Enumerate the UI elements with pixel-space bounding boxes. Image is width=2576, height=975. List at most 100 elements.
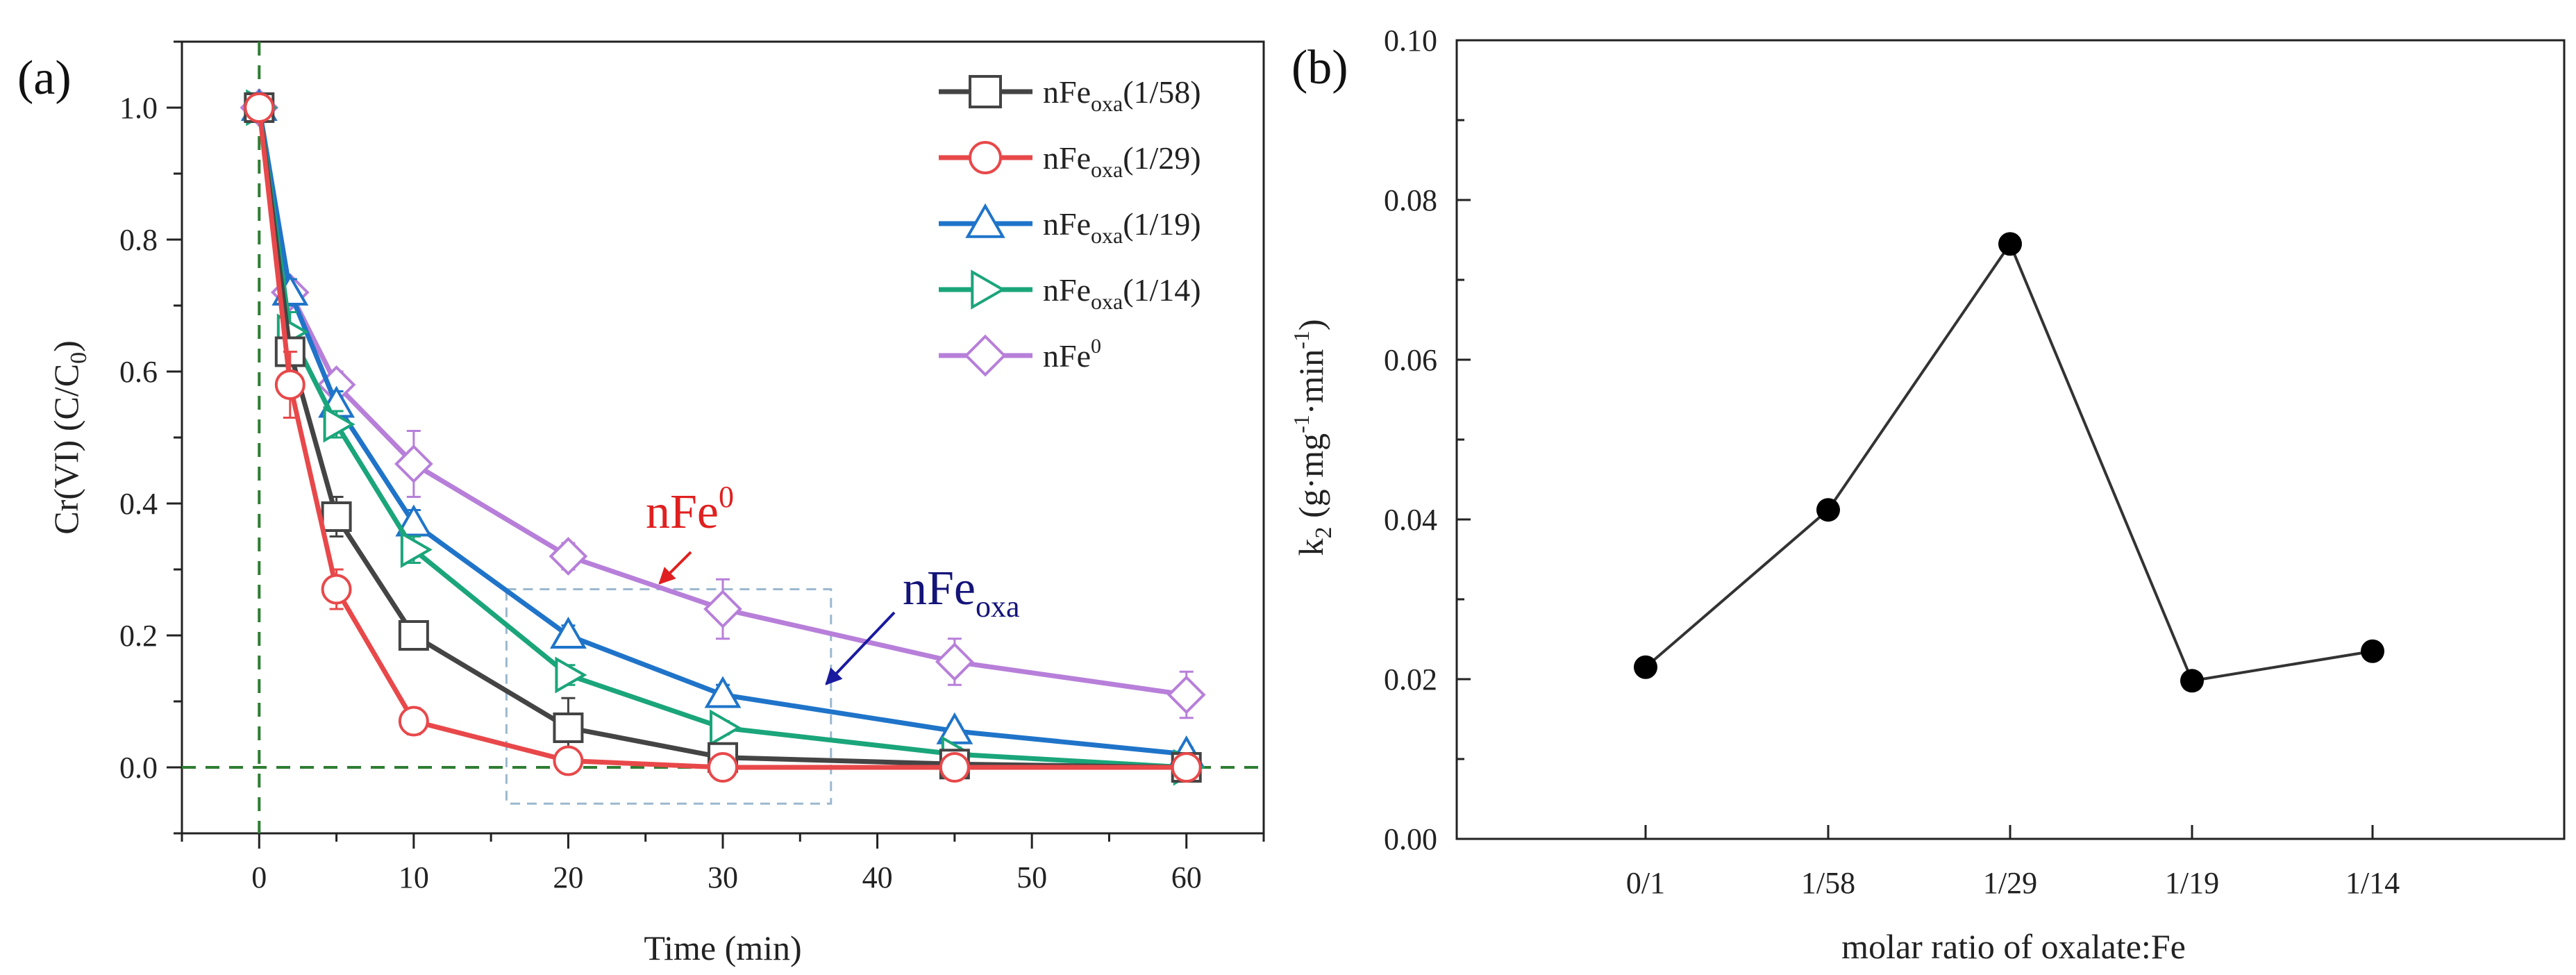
nfe0-annotation: nFe0 <box>646 480 734 539</box>
legend-tail: (1/19) <box>1123 206 1201 242</box>
y-tick-label: 0.04 <box>1384 503 1437 537</box>
data-point-nFeoxa_1_29 <box>398 706 429 737</box>
data-point-nFeoxa_1_19 <box>704 676 742 708</box>
data-point-nFe0 <box>394 444 433 483</box>
x-tick-label: 1/14 <box>2345 866 2400 900</box>
data-point-nFe0 <box>549 537 588 576</box>
x-tick-label: 20 <box>553 860 583 894</box>
legend-entry: nFeoxa(1/19) <box>1043 206 1201 248</box>
panel-b-y-axis-label: k2 (g·mg-1·min-1) <box>1289 319 1337 556</box>
x-tick-label: 0/1 <box>1626 866 1665 900</box>
y-tick-label: 0.4 <box>119 487 158 521</box>
panel-a-legend: nFeoxa(1/58)nFeoxa(1/29)nFeoxa(1/19)nFeo… <box>939 74 1201 377</box>
x-tick-label: 30 <box>708 860 738 894</box>
legend-marker <box>969 141 1002 174</box>
legend-tail: (1/14) <box>1123 272 1201 308</box>
y-tick-label: 0.8 <box>119 223 158 257</box>
data-point-nFeoxa_1_14 <box>710 709 742 747</box>
x-tick-label: 1/19 <box>2165 866 2219 900</box>
data-point-nFe0 <box>935 642 974 681</box>
legend-marker <box>965 203 1005 238</box>
data-point-nFeoxa_1_14 <box>400 531 433 568</box>
data-point-nFeoxa_1_14 <box>323 406 356 443</box>
x-tick-label: 0 <box>251 860 267 894</box>
series-line-nFeoxa_1_19 <box>256 107 1187 757</box>
data-point-nFe0 <box>1166 675 1206 715</box>
panel-b-x-axis-label: molar ratio of oxalate:Fe <box>1841 927 2186 966</box>
panel-b-axes: 0.00 0.02 0.04 0.06 0.08 0.10 0/1 1/58 1/29 1/19 1… <box>1384 24 2400 900</box>
legend-entry: nFe0 <box>1043 335 1101 374</box>
data-point-nFeoxa_1_29 <box>939 752 970 783</box>
legend-entry: nFeoxa(1/29) <box>1043 140 1201 182</box>
legend-sup: 0 <box>1091 335 1101 358</box>
legend-marker <box>969 75 1002 108</box>
legend-marker <box>964 334 1007 377</box>
series-nFeoxa_1_19 <box>240 88 1205 767</box>
y-tick-label: 0.0 <box>119 751 158 785</box>
y-tick-label: 0.00 <box>1384 822 1437 856</box>
k2-point <box>1816 498 1840 522</box>
panel-b-label: (b) <box>1291 41 1348 94</box>
data-point-nFeoxa_1_58 <box>553 712 584 743</box>
legend-tail: (1/29) <box>1123 140 1201 176</box>
data-point-nFeoxa_1_29 <box>274 369 306 400</box>
legend-sub: oxa <box>1091 223 1123 248</box>
legend-base: nFe <box>1043 338 1091 374</box>
panel-b-series <box>1634 232 2384 693</box>
y-tick-label: 0.10 <box>1384 24 1437 58</box>
y-tick-label: 0.6 <box>119 355 158 389</box>
k2-line <box>1644 241 2373 683</box>
legend-base: nFe <box>1043 74 1091 110</box>
k2-point <box>1998 232 2022 256</box>
x-tick-label: 1/29 <box>1983 866 2037 900</box>
panel-b-chart: (b) 0.00 0.02 0.04 0.06 0.08 0.10 0/1 1/58 1/29 1… <box>1289 24 2566 966</box>
legend-sub: oxa <box>1091 157 1123 182</box>
legend-tail: (1/58) <box>1123 74 1201 110</box>
y-tick-label: 0.06 <box>1384 343 1437 377</box>
y-tick-label: 0.08 <box>1384 183 1437 217</box>
highlight-box <box>505 588 833 805</box>
data-point-nFeoxa_1_19 <box>549 616 587 649</box>
legend-base: nFe <box>1043 272 1091 308</box>
legend-entry: nFeoxa(1/14) <box>1043 272 1201 314</box>
data-point-nFeoxa_1_29 <box>321 574 352 605</box>
data-point-nFeoxa_1_58 <box>321 501 352 532</box>
legend-marker <box>971 269 1006 310</box>
x-tick-label: 50 <box>1017 860 1047 894</box>
series-nFe0 <box>240 88 1206 719</box>
data-point-nFeoxa_1_58 <box>398 620 429 651</box>
x-tick-label: 60 <box>1171 860 1202 894</box>
panel-a-x-axis-label: Time (min) <box>644 928 801 967</box>
legend-sub: oxa <box>1091 289 1123 314</box>
data-point-nFeoxa_1_29 <box>553 745 584 776</box>
data-point-nFeoxa_1_19 <box>395 504 433 537</box>
nfeoxa-annotation: nFeoxa <box>903 562 1020 624</box>
x-tick-label: 1/58 <box>1801 866 1855 900</box>
data-point-nFeoxa_1_29 <box>708 752 738 783</box>
k2-point <box>2361 639 2384 663</box>
panel-a-axes: 0 10 20 30 40 50 60 0.0 0.2 0.4 0.6 0.8 1.0 <box>119 40 1265 894</box>
data-point-nFeoxa_1_14 <box>555 656 587 694</box>
series-nFeoxa_1_29 <box>244 92 1202 783</box>
k2-point <box>2180 669 2204 693</box>
panel-a-series <box>240 88 1206 786</box>
legend-base: nFe <box>1043 140 1091 176</box>
data-point-nFe0 <box>703 590 742 628</box>
y-tick-label: 0.2 <box>119 619 158 653</box>
y-tick-label: 0.02 <box>1384 662 1437 697</box>
legend-base: nFe <box>1043 206 1091 242</box>
panel-b-frame <box>1455 39 2566 840</box>
k2-point <box>1634 655 1657 679</box>
series-line-nFeoxa_1_29 <box>256 107 1187 770</box>
legend-sub: oxa <box>1091 91 1123 116</box>
y-tick-label: 1.0 <box>119 91 158 125</box>
data-point-nFeoxa_1_19 <box>936 712 973 744</box>
data-point-nFeoxa_1_29 <box>244 92 275 123</box>
panel-a-label: (a) <box>17 51 72 105</box>
x-tick-label: 40 <box>862 860 893 894</box>
data-point-nFeoxa_1_29 <box>1171 752 1202 783</box>
panel-a-y-axis-label: Cr(VI) (C/C0) <box>47 340 92 534</box>
nfeoxa-arrow <box>825 611 896 685</box>
panel-a-chart: (a) 0 10 20 30 40 50 60 0.0 0.2 0.4 0.6 0.8 1.0 Time… <box>17 40 1265 967</box>
